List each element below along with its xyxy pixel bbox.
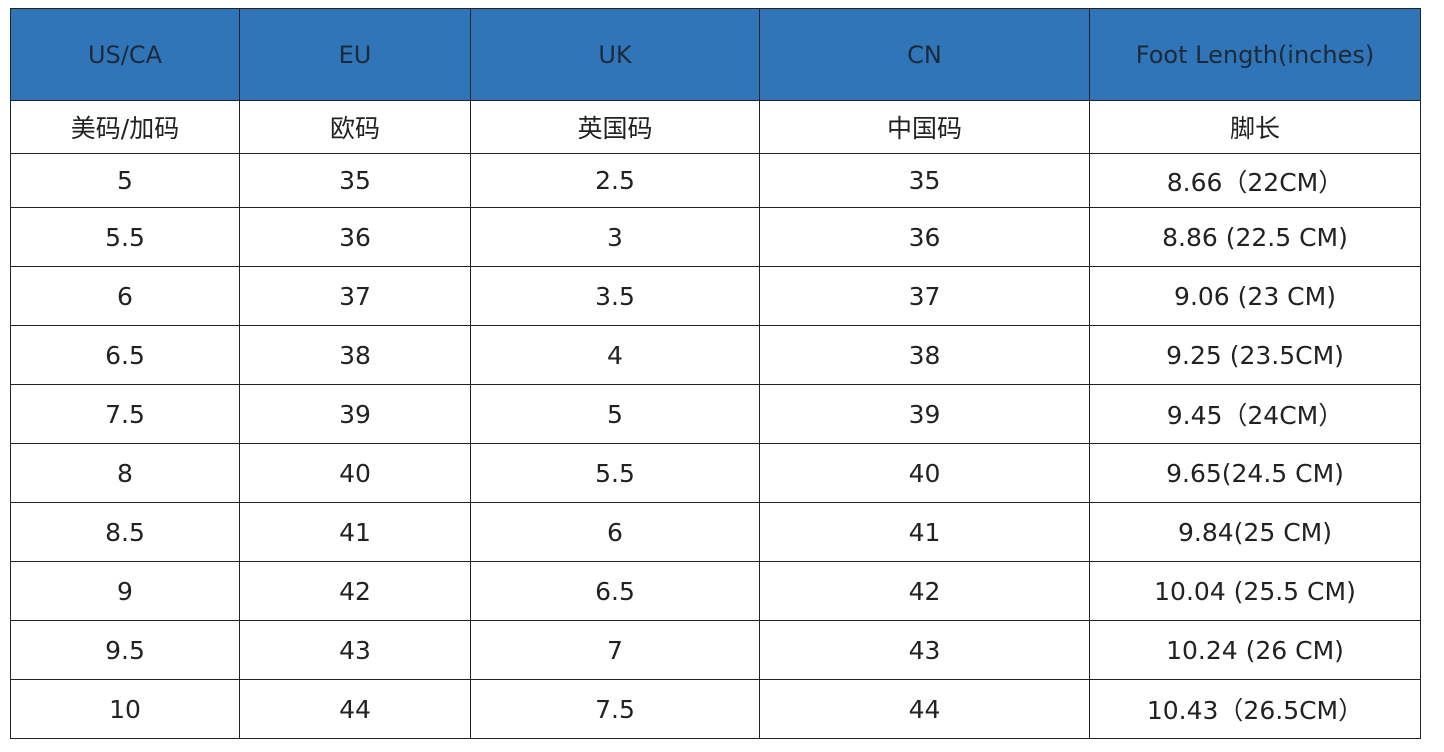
data-row: 5.5 36 3 36 8.86 (22.5 CM): [10, 207, 1421, 267]
data-cell: 3: [470, 207, 760, 267]
data-cell: 36: [759, 207, 1090, 267]
data-row: 6.5 38 4 38 9.25 (23.5CM): [10, 325, 1421, 385]
table-body: US/CA EU UK CN Foot Length(inches) 美码/加码 欧码 英国码…: [10, 8, 1421, 739]
data-row: 8 40 5.5 40 9.65(24.5 CM): [10, 443, 1421, 503]
header-cell: UK: [470, 8, 760, 101]
data-cell: 6.5: [10, 325, 240, 385]
data-cell: 5.5: [10, 207, 240, 267]
header-row: US/CA EU UK CN Foot Length(inches): [10, 8, 1421, 101]
subheader-cell: 欧码: [239, 100, 471, 154]
data-cell: 35: [759, 153, 1090, 208]
subheader-cell: 英国码: [470, 100, 760, 154]
data-cell: 37: [239, 266, 471, 326]
data-cell: 9.84(25 CM): [1089, 502, 1421, 562]
data-cell: 10: [10, 679, 240, 739]
data-cell: 43: [239, 620, 471, 680]
data-cell: 6: [10, 266, 240, 326]
data-cell: 10.04 (25.5 CM): [1089, 561, 1421, 621]
data-cell: 39: [759, 384, 1090, 444]
data-cell: 8.5: [10, 502, 240, 562]
data-cell: 6: [470, 502, 760, 562]
header-cell: EU: [239, 8, 471, 101]
data-cell: 42: [239, 561, 471, 621]
data-cell: 40: [239, 443, 471, 503]
data-row: 7.5 39 5 39 9.45（24CM）: [10, 384, 1421, 444]
data-cell: 5.5: [470, 443, 760, 503]
subheader-cell: 脚长: [1089, 100, 1421, 154]
data-row: 9.5 43 7 43 10.24 (26 CM): [10, 620, 1421, 680]
data-cell: 4: [470, 325, 760, 385]
data-cell: 5: [10, 153, 240, 208]
data-cell: 44: [759, 679, 1090, 739]
size-chart: US/CA EU UK CN Foot Length(inches) 美码/加码 欧码 英国码…: [10, 8, 1421, 739]
data-row: 9 42 6.5 42 10.04 (25.5 CM): [10, 561, 1421, 621]
data-cell: 44: [239, 679, 471, 739]
data-row: 6 37 3.5 37 9.06 (23 CM): [10, 266, 1421, 326]
header-cell: Foot Length(inches): [1089, 8, 1421, 101]
data-cell: 41: [759, 502, 1090, 562]
header-cell: US/CA: [10, 8, 240, 101]
data-cell: 10.43（26.5CM）: [1089, 679, 1421, 739]
header-cell: CN: [759, 8, 1090, 101]
data-cell: 9.45（24CM）: [1089, 384, 1421, 444]
data-row: 5 35 2.5 35 8.66（22CM）: [10, 153, 1421, 208]
data-cell: 3.5: [470, 266, 760, 326]
data-cell: 7.5: [10, 384, 240, 444]
data-cell: 10.24 (26 CM): [1089, 620, 1421, 680]
data-cell: 39: [239, 384, 471, 444]
data-cell: 7: [470, 620, 760, 680]
data-cell: 43: [759, 620, 1090, 680]
data-cell: 8.86 (22.5 CM): [1089, 207, 1421, 267]
data-cell: 9.06 (23 CM): [1089, 266, 1421, 326]
data-cell: 9.25 (23.5CM): [1089, 325, 1421, 385]
data-cell: 8.66（22CM）: [1089, 153, 1421, 208]
subheader-cell: 中国码: [759, 100, 1090, 154]
subheader-row: 美码/加码 欧码 英国码 中国码 脚长: [10, 100, 1421, 154]
data-cell: 40: [759, 443, 1090, 503]
data-cell: 35: [239, 153, 471, 208]
data-cell: 38: [239, 325, 471, 385]
data-cell: 42: [759, 561, 1090, 621]
data-row: 10 44 7.5 44 10.43（26.5CM）: [10, 679, 1421, 739]
data-cell: 38: [759, 325, 1090, 385]
size-table: US/CA EU UK CN Foot Length(inches) 美码/加码 欧码 英国码…: [10, 8, 1421, 739]
data-cell: 41: [239, 502, 471, 562]
data-cell: 9.65(24.5 CM): [1089, 443, 1421, 503]
subheader-cell: 美码/加码: [10, 100, 240, 154]
data-cell: 2.5: [470, 153, 760, 208]
data-cell: 9: [10, 561, 240, 621]
data-cell: 6.5: [470, 561, 760, 621]
data-cell: 8: [10, 443, 240, 503]
data-cell: 37: [759, 266, 1090, 326]
data-cell: 36: [239, 207, 471, 267]
data-cell: 5: [470, 384, 760, 444]
data-row: 8.5 41 6 41 9.84(25 CM): [10, 502, 1421, 562]
data-cell: 7.5: [470, 679, 760, 739]
data-cell: 9.5: [10, 620, 240, 680]
